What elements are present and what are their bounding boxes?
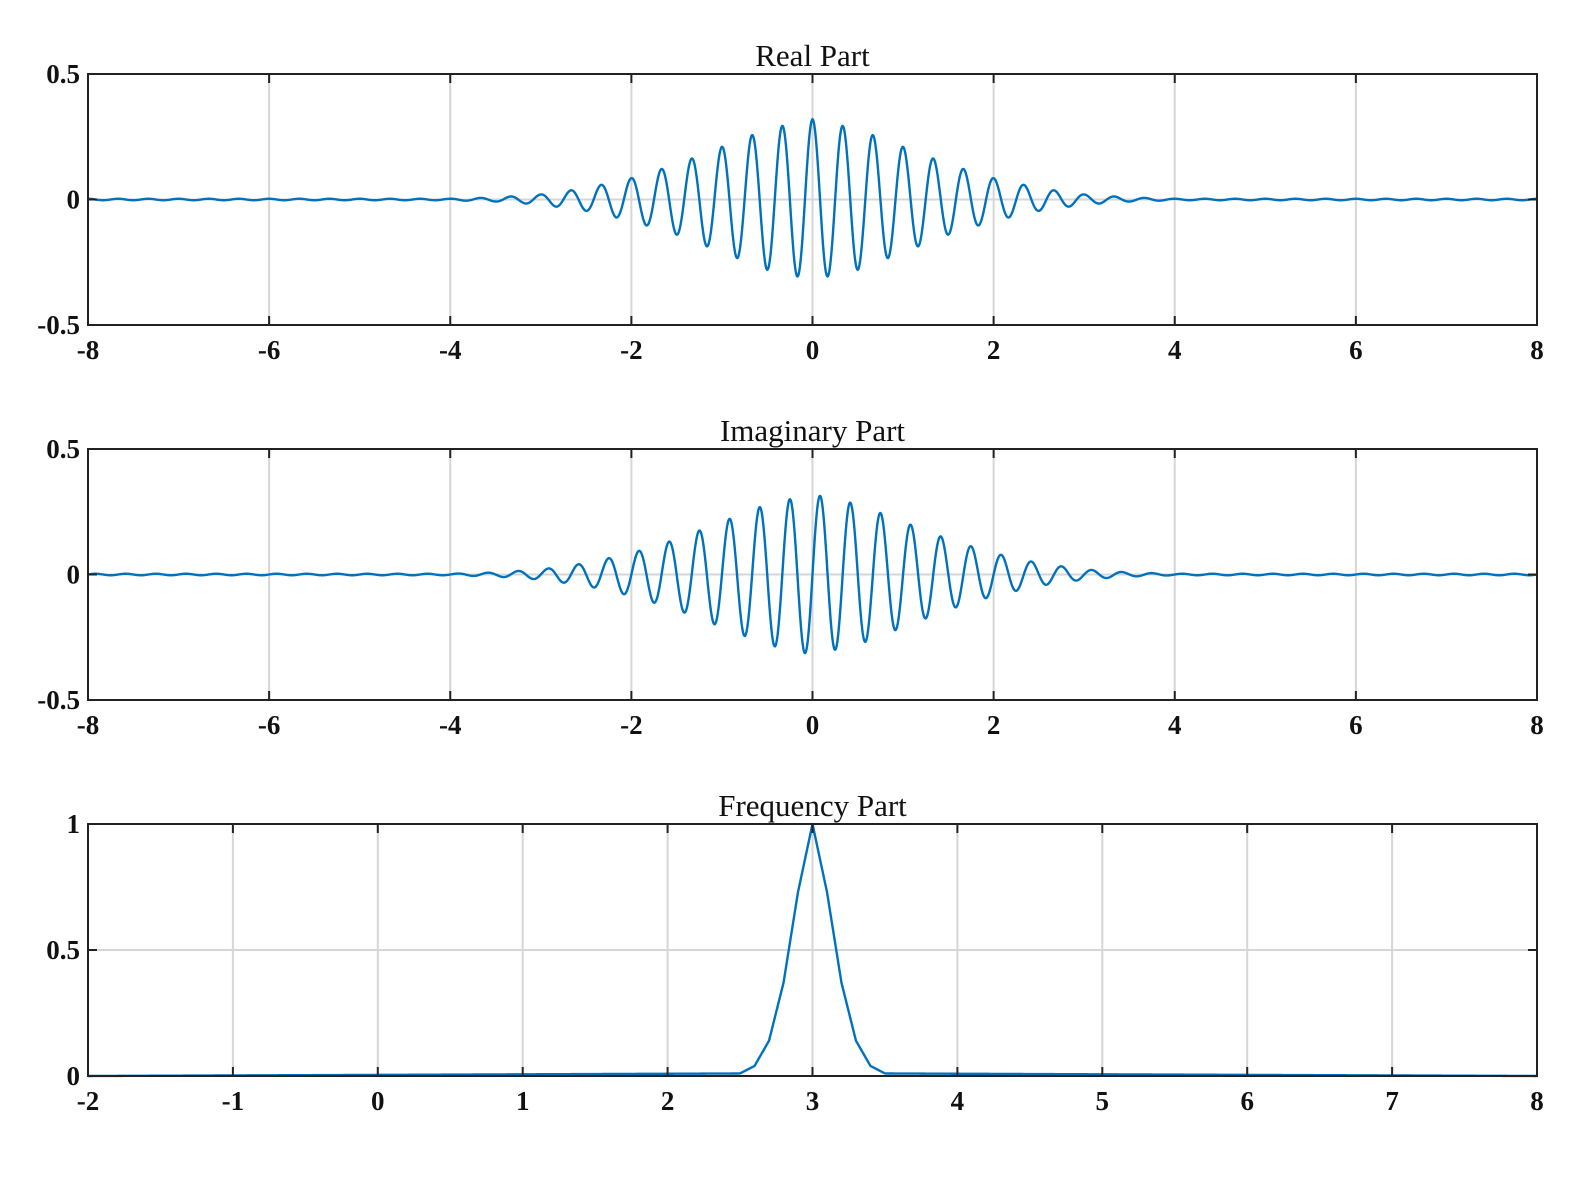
- x-tick-label: -6: [258, 335, 281, 365]
- series-line-0: [87, 117, 1538, 278]
- x-tick-label: 4: [951, 1086, 965, 1116]
- x-tick-label: 6: [1240, 1086, 1254, 1116]
- x-tick-label: -2: [77, 1086, 100, 1116]
- chart-title: Frequency Part: [718, 788, 907, 823]
- x-tick-label: 3: [806, 1086, 820, 1116]
- x-tick-label: 8: [1530, 1086, 1544, 1116]
- real-part-panel: -8 -6 -4 -2 0 2 4 6 8 -0.5 0 0.5 Real Part: [37, 38, 1544, 365]
- chart-title: Real Part: [755, 38, 870, 73]
- x-tick-label: -8: [77, 335, 100, 365]
- x-tick-label: -8: [77, 710, 100, 740]
- frequency-part-panel: -2 -1 0 1 2 3 4 5 6 7 8 0 0.5 1 Frequency Part: [46, 788, 1544, 1116]
- series-line-0: [87, 494, 1538, 655]
- x-tick-label: 2: [661, 1086, 675, 1116]
- x-tick-label: 6: [1349, 710, 1363, 740]
- x-tick-label: 1: [516, 1086, 530, 1116]
- x-tick-label: 8: [1530, 710, 1544, 740]
- x-tick-label: 0: [806, 335, 820, 365]
- x-tick-label: -4: [439, 710, 462, 740]
- x-tick-label: 7: [1385, 1086, 1399, 1116]
- x-tick-label: -6: [258, 710, 281, 740]
- x-tick-label: 0: [806, 710, 820, 740]
- x-tick-label: 4: [1168, 335, 1182, 365]
- x-tick-label: 0: [371, 1086, 385, 1116]
- x-tick-label: -2: [620, 335, 643, 365]
- x-tick-label: 4: [1168, 710, 1182, 740]
- x-tick-label: -2: [620, 710, 643, 740]
- y-tick-label: -0.5: [37, 685, 80, 715]
- x-tick-label: -4: [439, 335, 462, 365]
- x-tick-label: 2: [987, 710, 1001, 740]
- y-tick-label: 0: [67, 560, 81, 590]
- x-tick-label: -1: [222, 1086, 245, 1116]
- y-tick-label: 1: [67, 809, 81, 839]
- y-tick-label: 0.5: [46, 434, 80, 464]
- x-tick-label: 5: [1096, 1086, 1110, 1116]
- y-tick-label: -0.5: [37, 310, 80, 340]
- x-tick-label: 2: [987, 335, 1001, 365]
- x-tick-label: 6: [1349, 335, 1363, 365]
- x-tick-label: 8: [1530, 335, 1544, 365]
- y-tick-label: 0: [67, 1061, 81, 1091]
- y-tick-label: 0: [67, 185, 81, 215]
- imaginary-part-panel: -8 -6 -4 -2 0 2 4 6 8 -0.5 0 0.5 Imaginary Part: [37, 413, 1544, 740]
- y-tick-label: 0.5: [46, 935, 80, 965]
- chart-title: Imaginary Part: [720, 413, 905, 448]
- y-tick-label: 0.5: [46, 59, 80, 89]
